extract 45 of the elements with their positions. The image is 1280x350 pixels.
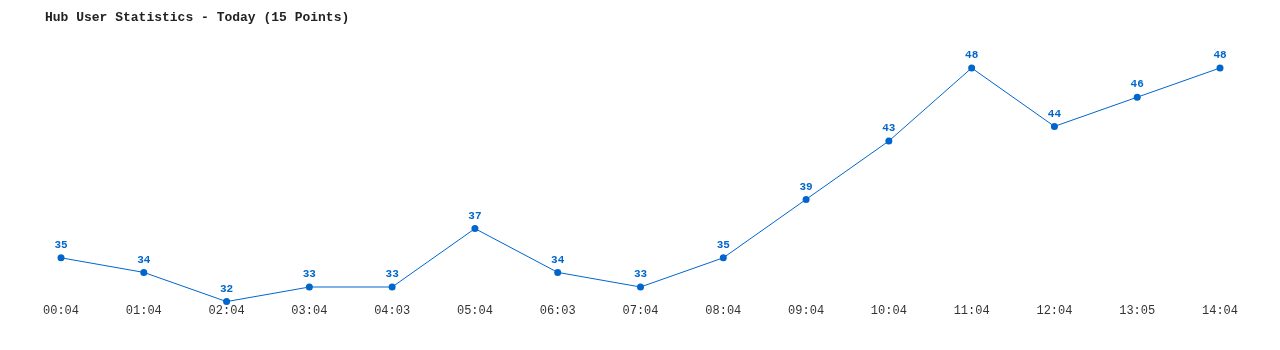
data-label: 34 bbox=[551, 253, 565, 266]
point bbox=[554, 268, 562, 276]
chart-title: Hub User Statistics - Today (15 Points) bbox=[45, 10, 350, 26]
data-label: 35 bbox=[716, 239, 731, 252]
x-tick-label: 04:03 bbox=[374, 303, 411, 318]
point bbox=[1133, 93, 1141, 101]
x-tick-label: 13:05 bbox=[1119, 303, 1156, 318]
x-tick-label: 03:04 bbox=[291, 303, 328, 318]
data-label: 32 bbox=[219, 282, 234, 295]
data-label: 34 bbox=[137, 253, 151, 266]
x-tick-label: 06:03 bbox=[539, 303, 576, 318]
x-tick-label: 10:04 bbox=[870, 303, 907, 318]
x-tick-label: 08:04 bbox=[705, 303, 742, 318]
x-tick-label: 09:04 bbox=[788, 303, 825, 318]
data-label: 46 bbox=[1130, 78, 1144, 91]
data-label: 48 bbox=[965, 49, 979, 62]
point bbox=[802, 195, 810, 203]
x-tick-label: 14:04 bbox=[1201, 303, 1239, 318]
x-tick-label: 01:04 bbox=[125, 303, 162, 318]
x-tick-label: 00:04 bbox=[42, 303, 80, 318]
data-label: 37 bbox=[468, 209, 482, 222]
x-tick-label: 05:04 bbox=[456, 303, 493, 318]
x-tick-label: 02:04 bbox=[208, 303, 245, 318]
point bbox=[719, 254, 727, 262]
point bbox=[968, 64, 976, 72]
x-tick-label: 11:04 bbox=[953, 303, 990, 318]
data-label: 48 bbox=[1213, 49, 1227, 62]
point bbox=[1050, 122, 1058, 130]
data-label: 33 bbox=[385, 268, 400, 281]
data-label: 44 bbox=[1047, 107, 1062, 120]
data-label: 33 bbox=[633, 268, 648, 281]
point bbox=[1216, 64, 1224, 72]
data-label: 33 bbox=[302, 268, 317, 281]
data-label: 43 bbox=[882, 122, 896, 135]
point bbox=[471, 225, 479, 233]
data-label: 35 bbox=[54, 239, 68, 252]
point bbox=[637, 283, 644, 291]
point bbox=[305, 283, 313, 291]
point bbox=[140, 268, 148, 276]
x-tick-label: 07:04 bbox=[622, 303, 659, 318]
data-label: 39 bbox=[799, 180, 813, 193]
point bbox=[388, 283, 396, 291]
x-tick-label: 12:04 bbox=[1036, 303, 1073, 318]
point bbox=[885, 137, 893, 145]
point bbox=[57, 254, 65, 262]
